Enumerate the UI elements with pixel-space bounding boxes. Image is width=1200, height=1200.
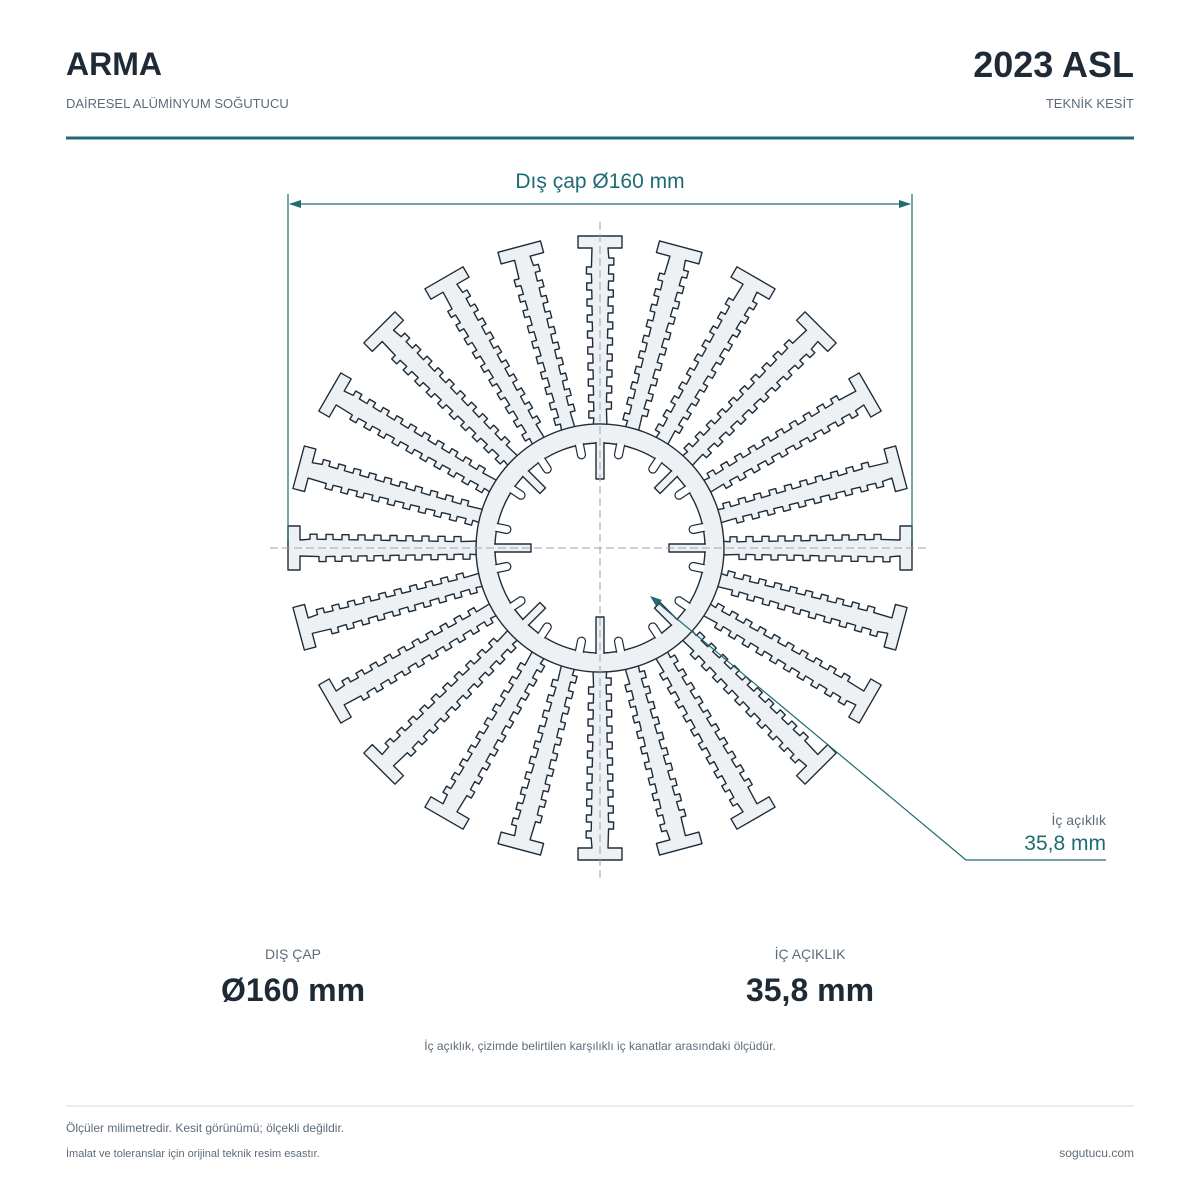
inner-stub	[521, 601, 547, 627]
inner-stub	[595, 442, 605, 480]
notch	[614, 443, 626, 460]
inner-stub	[668, 543, 706, 553]
notch	[537, 622, 552, 639]
spec-value: Ø160 mm	[221, 972, 365, 1008]
heatsink-section	[287, 235, 913, 861]
leader-arrow	[650, 596, 662, 606]
inner-stub	[521, 469, 547, 495]
fin	[424, 647, 547, 830]
notch	[495, 522, 512, 534]
notch	[537, 457, 552, 474]
notch	[674, 596, 691, 611]
notch	[574, 636, 586, 653]
fin	[699, 372, 882, 495]
footer-line: Ölçüler milimetredir. Kesit görünümü; öl…	[66, 1121, 344, 1135]
notch	[495, 562, 512, 574]
fin	[292, 445, 487, 526]
notch	[688, 522, 705, 534]
notch	[648, 457, 663, 474]
title: ARMA	[66, 46, 162, 82]
subtitle: DAİRESEL ALÜMİNYUM SOĞUTUCU	[66, 96, 289, 111]
leader-line	[651, 597, 967, 861]
fin	[699, 601, 882, 724]
fin	[653, 266, 776, 449]
spec-value: 35,8 mm	[746, 972, 874, 1008]
fin	[292, 571, 487, 651]
fin	[363, 627, 521, 785]
inner-stub	[653, 469, 679, 495]
spec-label: DIŞ ÇAP	[265, 946, 321, 962]
notch	[614, 636, 626, 653]
fin	[363, 311, 521, 469]
fin	[497, 661, 578, 856]
notch	[574, 443, 586, 460]
view: TEKNİK KESİT	[1046, 96, 1134, 111]
fin	[679, 311, 837, 469]
code: 2023 ASL	[973, 44, 1134, 85]
inner-stub	[653, 601, 679, 627]
outer-dimension-label: Dış çap Ø160 mm	[515, 170, 684, 193]
callout-label: İç açıklık	[1052, 811, 1107, 828]
fin	[653, 647, 776, 830]
spec-label: İÇ AÇIKLIK	[775, 945, 846, 962]
footer-site: sogutucu.com	[1059, 1146, 1134, 1160]
notch	[509, 485, 526, 500]
notch	[509, 596, 526, 611]
notch	[648, 622, 663, 639]
notch	[688, 562, 705, 574]
fin	[713, 445, 908, 525]
fin	[497, 240, 577, 435]
callout-value: 35,8 mm	[1024, 832, 1106, 855]
fin	[318, 372, 501, 495]
fin	[713, 570, 908, 651]
footer-line: İmalat ve toleranslar için orijinal tekn…	[66, 1147, 320, 1160]
notch	[674, 485, 691, 500]
fin	[424, 266, 547, 449]
note: İç açıklık, çizimde belirtilen karşılıkl…	[424, 1039, 775, 1053]
fin	[318, 601, 501, 724]
fin	[622, 240, 703, 435]
fin	[623, 661, 703, 856]
